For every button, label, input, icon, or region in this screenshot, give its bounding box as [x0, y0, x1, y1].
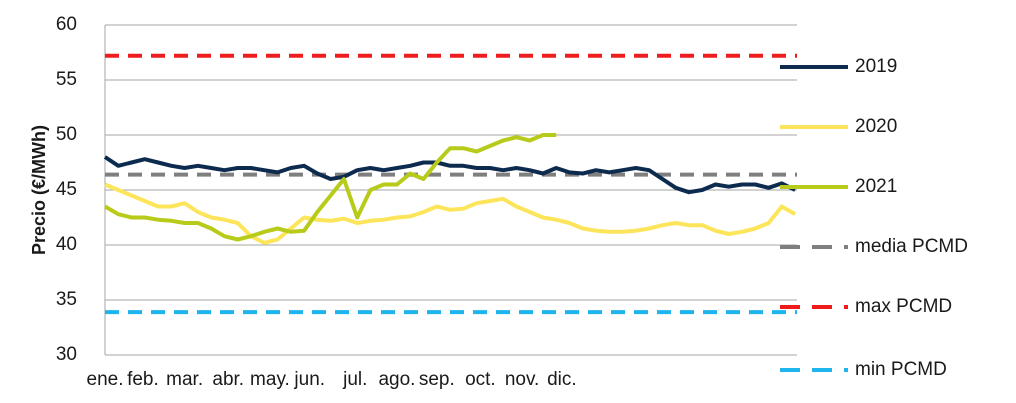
y-axis-label: Precio (€/MWh): [29, 125, 49, 255]
x-tick-label: oct.: [465, 369, 496, 390]
y-tick-label: 30: [56, 344, 77, 365]
x-tick-label: mar.: [166, 369, 203, 390]
x-tick-label: ene.: [87, 369, 124, 390]
y-tick-label: 45: [56, 179, 77, 200]
legend-label: max PCMD: [855, 296, 952, 317]
x-tick-label: sep.: [419, 369, 455, 390]
series-line: [103, 155, 796, 195]
x-tick-label: may.: [250, 369, 290, 390]
legend-label: media PCMD: [855, 236, 968, 257]
x-tick-label: feb.: [127, 369, 159, 390]
x-tick-label: abr.: [212, 369, 244, 390]
x-tick-label: jul.: [342, 369, 367, 390]
legend-label: min PCMD: [855, 359, 947, 380]
x-tick-label: nov.: [505, 369, 540, 390]
series-line: [103, 133, 557, 242]
x-tick-label: ago.: [378, 369, 415, 390]
legend-label: 2020: [855, 116, 897, 137]
y-tick-label: 35: [56, 289, 77, 310]
x-tick-label: jun.: [293, 369, 325, 390]
legend-label: 2021: [855, 176, 897, 197]
legend-label: 2019: [855, 56, 897, 77]
y-tick-label: 60: [56, 14, 77, 35]
x-tick-label: dic.: [547, 369, 577, 390]
y-tick-label: 40: [56, 234, 77, 255]
y-tick-label: 50: [56, 124, 77, 145]
y-tick-label: 55: [56, 69, 77, 90]
series-line: [104, 182, 797, 245]
